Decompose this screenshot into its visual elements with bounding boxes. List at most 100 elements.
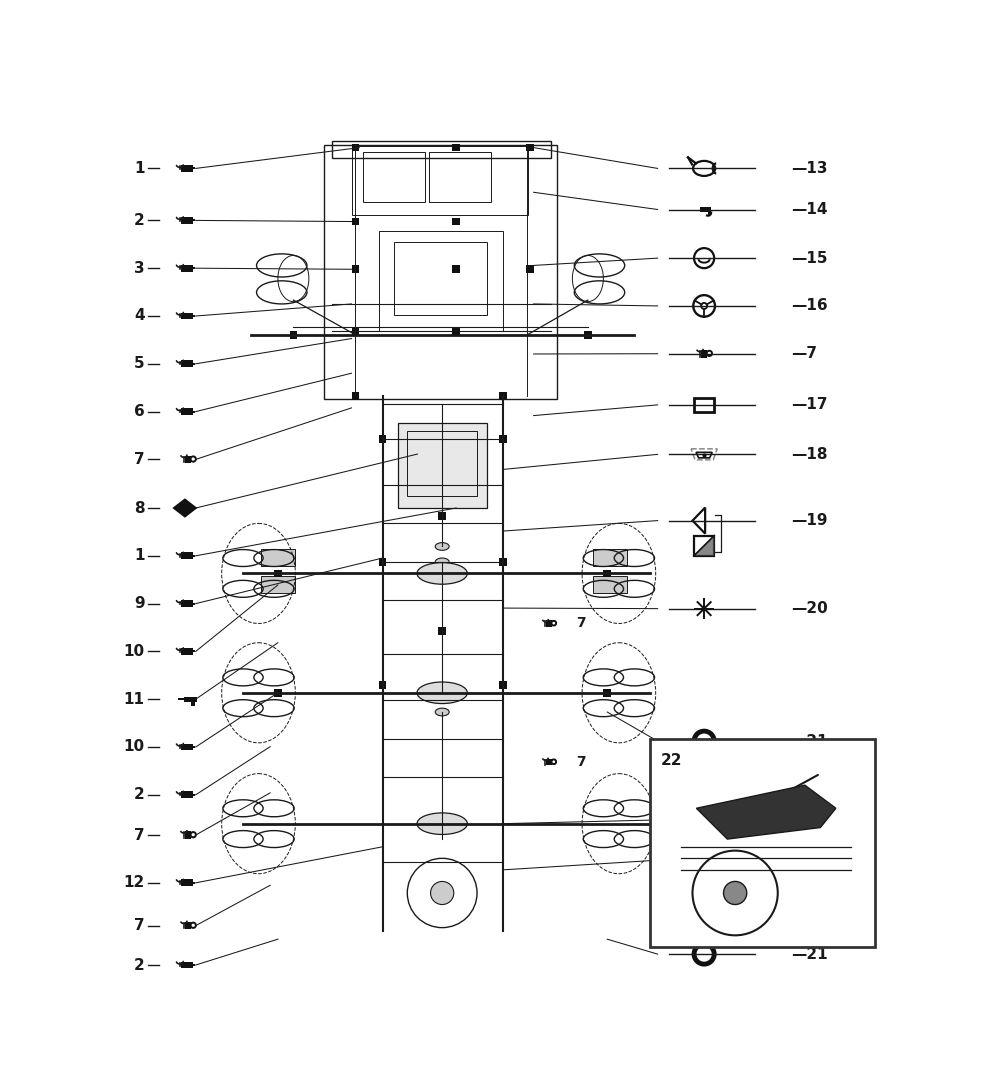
Bar (429, 152, 491, 203)
Bar (185, 921, 191, 929)
Bar (593, 549, 626, 565)
Text: 10: 10 (124, 644, 145, 659)
Bar (260, 576, 295, 592)
Bar (193, 650, 196, 652)
Bar (193, 315, 196, 317)
Text: —21: —21 (791, 734, 828, 748)
Bar (178, 698, 185, 700)
Bar (181, 744, 193, 750)
Bar (584, 331, 592, 339)
Bar (193, 554, 196, 556)
Text: —7: —7 (791, 346, 817, 362)
Text: 2: 2 (134, 957, 145, 972)
Text: 2: 2 (134, 787, 145, 803)
Bar (181, 880, 193, 886)
Text: 2: 2 (134, 213, 145, 228)
Bar (650, 739, 875, 946)
Bar (407, 431, 477, 497)
Text: 7: 7 (134, 918, 145, 933)
Text: 5: 5 (134, 356, 145, 371)
Bar (526, 266, 534, 273)
Text: —13: —13 (791, 161, 828, 176)
Bar (352, 218, 359, 225)
Bar (498, 682, 506, 689)
Bar (438, 627, 446, 635)
Ellipse shape (435, 689, 449, 697)
Bar (193, 219, 196, 221)
Text: 1: 1 (134, 549, 145, 563)
Text: —7: —7 (791, 812, 817, 828)
Ellipse shape (435, 558, 449, 565)
Text: —20: —20 (791, 601, 828, 616)
Bar (452, 144, 460, 151)
Text: 3: 3 (134, 260, 145, 276)
Bar (324, 145, 557, 399)
Bar (184, 697, 198, 702)
Bar (438, 512, 446, 519)
Text: 7: 7 (134, 452, 145, 467)
Bar (274, 689, 282, 697)
Bar (181, 164, 193, 172)
Text: —17: —17 (791, 397, 828, 413)
Text: 22: 22 (661, 752, 682, 768)
Text: —16: —16 (791, 298, 828, 314)
Bar (694, 397, 715, 413)
Polygon shape (694, 536, 715, 555)
Bar (452, 327, 460, 334)
Bar (394, 243, 488, 316)
Text: 7: 7 (134, 828, 145, 843)
Text: 4: 4 (134, 308, 145, 323)
Bar (701, 350, 707, 357)
Text: —7: —7 (791, 853, 817, 868)
Bar (378, 558, 386, 565)
Bar (193, 602, 196, 604)
Bar (193, 168, 196, 170)
Bar (193, 267, 196, 269)
Ellipse shape (417, 682, 467, 703)
Bar (185, 831, 191, 839)
Bar (498, 558, 506, 565)
Bar (181, 360, 193, 367)
Bar (694, 536, 715, 555)
Bar (290, 331, 297, 339)
Ellipse shape (435, 542, 449, 550)
Bar (398, 424, 488, 507)
Bar (700, 207, 712, 212)
Bar (193, 746, 196, 748)
Text: 7: 7 (576, 755, 586, 769)
Text: —15: —15 (791, 250, 828, 266)
Bar (604, 689, 611, 697)
Circle shape (723, 881, 747, 905)
Bar (452, 218, 460, 225)
Bar (378, 231, 502, 331)
Bar (181, 962, 193, 968)
Bar (193, 882, 196, 884)
Bar (547, 620, 551, 627)
Bar (352, 266, 359, 273)
Bar (181, 217, 193, 224)
Bar (193, 363, 196, 365)
Bar (708, 212, 711, 216)
Bar (193, 794, 196, 796)
Text: —19: —19 (791, 513, 828, 528)
Bar (352, 144, 359, 151)
Text: 12: 12 (123, 876, 145, 891)
Bar (181, 600, 193, 607)
Bar (181, 408, 193, 415)
Bar (181, 792, 193, 798)
Ellipse shape (435, 708, 449, 715)
Bar (526, 144, 534, 151)
Bar (332, 142, 550, 158)
Text: 8: 8 (134, 501, 145, 515)
Bar (181, 265, 193, 271)
Circle shape (431, 881, 454, 905)
Bar (352, 146, 528, 216)
Bar (352, 392, 359, 400)
Bar (181, 313, 193, 319)
Bar (185, 455, 191, 463)
Bar (352, 327, 359, 334)
Text: 1: 1 (134, 161, 145, 176)
Bar (604, 570, 611, 577)
Bar (193, 411, 196, 413)
Text: —18: —18 (791, 446, 828, 462)
